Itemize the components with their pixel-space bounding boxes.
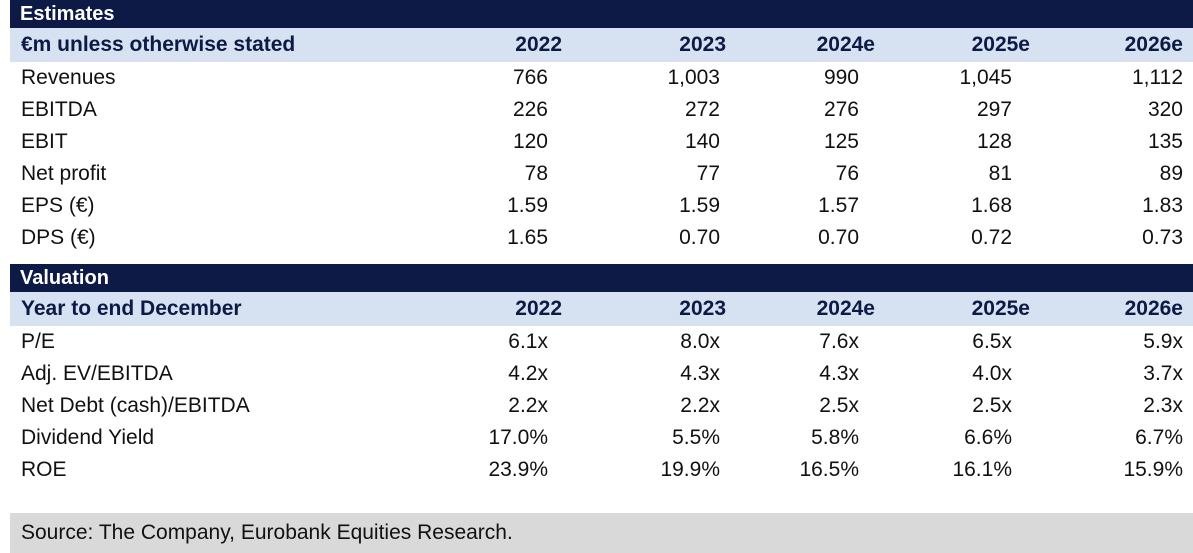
estimates-header-label: €m unless otherwise stated bbox=[21, 33, 296, 56]
table-cell: 0.72 bbox=[971, 226, 1012, 249]
table-cell: 1,045 bbox=[959, 66, 1012, 89]
table-cell: 226 bbox=[512, 98, 548, 121]
row-label: EBIT bbox=[21, 130, 68, 153]
table-cell: 1.59 bbox=[679, 194, 720, 217]
row-label: EPS (€) bbox=[21, 194, 95, 217]
row-label: Dividend Yield bbox=[21, 426, 155, 449]
table-cell: 2.5x bbox=[819, 394, 859, 417]
year-header: 2022 bbox=[515, 297, 562, 320]
table-cell: 272 bbox=[684, 98, 720, 121]
table-cell: 3.7x bbox=[1143, 362, 1183, 385]
table-cell: 4.3x bbox=[819, 362, 859, 385]
valuation-header-label: Year to end December bbox=[21, 297, 242, 320]
row-label: Revenues bbox=[21, 66, 116, 89]
table-cell: 6.7% bbox=[1135, 426, 1183, 449]
table-cell: 4.0x bbox=[972, 362, 1012, 385]
table-cell: 0.70 bbox=[679, 226, 720, 249]
row-label: Net profit bbox=[21, 162, 107, 185]
table-row: EBIT 120 140 125 128 135 bbox=[10, 126, 1193, 158]
table-cell: 6.5x bbox=[972, 330, 1012, 353]
table-cell: 4.2x bbox=[508, 362, 548, 385]
valuation-header-row: Year to end December 2022 2023 2024e 202… bbox=[10, 292, 1193, 326]
table-cell: 8.0x bbox=[680, 330, 720, 353]
estimates-section-title: Estimates bbox=[10, 0, 1193, 28]
table-cell: 16.5% bbox=[799, 458, 859, 481]
table-cell: 2.5x bbox=[972, 394, 1012, 417]
table-cell: 5.8% bbox=[811, 426, 859, 449]
table-cell: 15.9% bbox=[1123, 458, 1183, 481]
source-note: Source: The Company, Eurobank Equities R… bbox=[10, 513, 1193, 553]
table-row: Net Debt (cash)/EBITDA 2.2x 2.2x 2.5x 2.… bbox=[10, 390, 1193, 422]
table-cell: 5.5% bbox=[672, 426, 720, 449]
year-header: 2025e bbox=[971, 297, 1030, 320]
table-cell: 320 bbox=[1147, 98, 1183, 121]
table-cell: 125 bbox=[823, 130, 859, 153]
table-cell: 81 bbox=[988, 162, 1012, 185]
row-label: Adj. EV/EBITDA bbox=[21, 362, 173, 385]
table-cell: 2.3x bbox=[1143, 394, 1183, 417]
table-cell: 23.9% bbox=[488, 458, 548, 481]
table-cell: 1.68 bbox=[971, 194, 1012, 217]
table-row: ROE 23.9% 19.9% 16.5% 16.1% 15.9% bbox=[10, 454, 1193, 486]
table-cell: 6.6% bbox=[964, 426, 1012, 449]
year-header: 2022 bbox=[515, 33, 562, 56]
estimates-header-row: €m unless otherwise stated 2022 2023 202… bbox=[10, 28, 1193, 62]
table-cell: 0.70 bbox=[818, 226, 859, 249]
table-row: Revenues 766 1,003 990 1,045 1,112 bbox=[10, 62, 1193, 94]
table-row: Dividend Yield 17.0% 5.5% 5.8% 6.6% 6.7% bbox=[10, 422, 1193, 454]
table-cell: 1,112 bbox=[1132, 66, 1183, 89]
table-row: EBITDA 226 272 276 297 320 bbox=[10, 94, 1193, 126]
year-header: 2026e bbox=[1124, 297, 1183, 320]
table-row: P/E 6.1x 8.0x 7.6x 6.5x 5.9x bbox=[10, 326, 1193, 358]
year-header: 2025e bbox=[971, 33, 1030, 56]
valuation-section-title: Valuation bbox=[10, 264, 1193, 292]
row-label: DPS (€) bbox=[21, 226, 96, 249]
table-cell: 135 bbox=[1147, 130, 1183, 153]
table-cell: 7.6x bbox=[819, 330, 859, 353]
table-cell: 5.9x bbox=[1143, 330, 1183, 353]
row-label: Net Debt (cash)/EBITDA bbox=[21, 394, 250, 417]
table-cell: 6.1x bbox=[508, 330, 548, 353]
table-cell: 89 bbox=[1159, 162, 1183, 185]
table-row: Adj. EV/EBITDA 4.2x 4.3x 4.3x 4.0x 3.7x bbox=[10, 358, 1193, 390]
row-label: ROE bbox=[21, 458, 67, 481]
year-header: 2024e bbox=[816, 33, 875, 56]
table-cell: 120 bbox=[512, 130, 548, 153]
table-cell: 78 bbox=[524, 162, 548, 185]
table-row: DPS (€) 1.65 0.70 0.70 0.72 0.73 bbox=[10, 222, 1193, 254]
table-cell: 1.59 bbox=[507, 194, 548, 217]
table-cell: 17.0% bbox=[488, 426, 548, 449]
year-header: 2023 bbox=[679, 33, 726, 56]
row-label: P/E bbox=[21, 330, 55, 353]
table-cell: 2.2x bbox=[508, 394, 548, 417]
table-cell: 19.9% bbox=[660, 458, 720, 481]
year-header: 2026e bbox=[1124, 33, 1183, 56]
table-cell: 4.3x bbox=[680, 362, 720, 385]
table-row: EPS (€) 1.59 1.59 1.57 1.68 1.83 bbox=[10, 190, 1193, 222]
year-header: 2024e bbox=[816, 297, 875, 320]
table-cell: 1,003 bbox=[667, 66, 720, 89]
table-cell: 0.73 bbox=[1142, 226, 1183, 249]
year-header: 2023 bbox=[679, 297, 726, 320]
table-cell: 1.65 bbox=[507, 226, 548, 249]
table-cell: 1.57 bbox=[818, 194, 859, 217]
table-cell: 128 bbox=[976, 130, 1012, 153]
table-cell: 16.1% bbox=[952, 458, 1012, 481]
table-cell: 766 bbox=[512, 66, 548, 89]
row-label: EBITDA bbox=[21, 98, 97, 121]
table-cell: 77 bbox=[696, 162, 720, 185]
table-cell: 990 bbox=[823, 66, 859, 89]
table-cell: 297 bbox=[976, 98, 1012, 121]
section-spacer bbox=[10, 254, 1193, 264]
table-cell: 76 bbox=[835, 162, 859, 185]
table-row: Net profit 78 77 76 81 89 bbox=[10, 158, 1193, 190]
table-cell: 2.2x bbox=[680, 394, 720, 417]
table-cell: 276 bbox=[823, 98, 859, 121]
table-cell: 140 bbox=[684, 130, 720, 153]
table-cell: 1.83 bbox=[1142, 194, 1183, 217]
